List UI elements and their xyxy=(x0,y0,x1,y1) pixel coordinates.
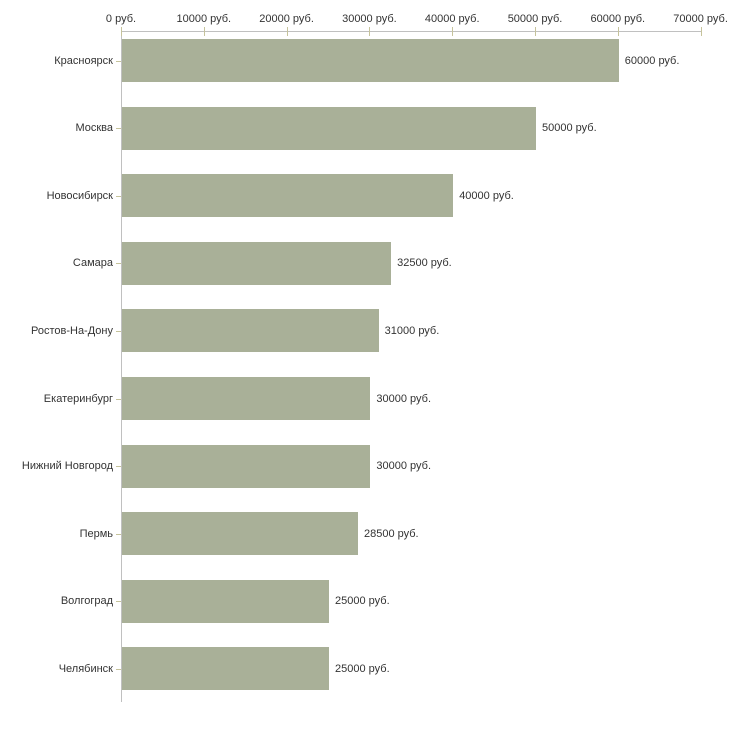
bar xyxy=(122,579,329,623)
category-label: Самара xyxy=(72,257,113,270)
category-tick xyxy=(116,601,121,603)
x-axis-tick-label: 60000 руб. xyxy=(590,13,646,25)
x-axis-tick-label: 10000 руб. xyxy=(176,13,232,25)
category-label: Москва xyxy=(75,122,113,135)
x-axis-line xyxy=(121,31,701,32)
bar xyxy=(122,174,454,218)
category-label: Челябинск xyxy=(58,662,113,675)
x-axis-tick xyxy=(121,27,122,36)
x-axis-tick xyxy=(203,27,205,36)
value-label: 31000 руб. xyxy=(384,324,440,337)
value-label: 25000 руб. xyxy=(335,662,390,675)
x-axis-tick xyxy=(700,27,702,36)
bar xyxy=(122,647,329,691)
x-axis-tick-label: 50000 руб. xyxy=(507,13,563,25)
category-tick xyxy=(116,330,121,332)
x-axis-tick-label: 0 руб. xyxy=(105,13,137,25)
x-axis-tick-label: 30000 руб. xyxy=(342,13,397,25)
value-label: 60000 руб. xyxy=(624,54,680,67)
category-tick xyxy=(116,263,121,265)
bar xyxy=(122,241,392,285)
value-label: 28500 руб. xyxy=(363,527,419,540)
category-tick xyxy=(116,128,121,130)
x-axis-tick xyxy=(369,27,371,36)
value-label: 40000 руб. xyxy=(459,189,514,202)
y-axis-line xyxy=(121,27,122,702)
bar xyxy=(122,377,371,420)
x-axis-tick xyxy=(286,27,288,36)
value-label: 30000 руб. xyxy=(376,460,432,473)
category-label: Красноярск xyxy=(54,54,113,67)
bar xyxy=(122,512,358,556)
category-label: Новосибирск xyxy=(46,189,113,202)
x-axis-tick-label: 40000 руб. xyxy=(424,13,480,25)
x-axis-tick xyxy=(452,27,454,36)
bar xyxy=(122,444,371,488)
category-label: Нижний Новгород xyxy=(21,460,113,473)
bar xyxy=(122,309,379,353)
value-label: 50000 руб. xyxy=(542,122,597,135)
category-tick xyxy=(116,533,121,535)
value-label: 32500 руб. xyxy=(397,257,452,270)
x-axis-tick-label: 20000 руб. xyxy=(259,13,314,25)
value-label: 30000 руб. xyxy=(376,392,432,405)
category-label: Пермь xyxy=(79,527,113,540)
category-tick xyxy=(116,60,121,62)
category-label: Екатеринбург xyxy=(43,392,113,405)
x-axis-tick xyxy=(617,27,619,36)
x-axis-tick-label: 70000 руб. xyxy=(673,13,728,25)
category-label: Ростов-На-Дону xyxy=(30,324,113,337)
value-label: 25000 руб. xyxy=(335,595,390,608)
category-label: Волгоград xyxy=(60,595,113,608)
category-tick xyxy=(116,668,121,670)
x-axis-tick xyxy=(535,27,536,36)
category-tick xyxy=(116,466,121,468)
bar xyxy=(122,106,536,150)
category-tick xyxy=(116,398,121,400)
category-tick xyxy=(116,195,121,197)
bar xyxy=(122,39,619,82)
